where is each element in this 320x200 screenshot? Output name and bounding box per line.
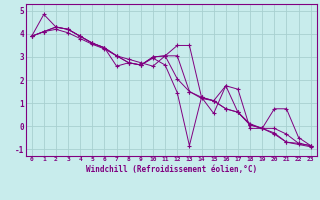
X-axis label: Windchill (Refroidissement éolien,°C): Windchill (Refroidissement éolien,°C)	[86, 165, 257, 174]
